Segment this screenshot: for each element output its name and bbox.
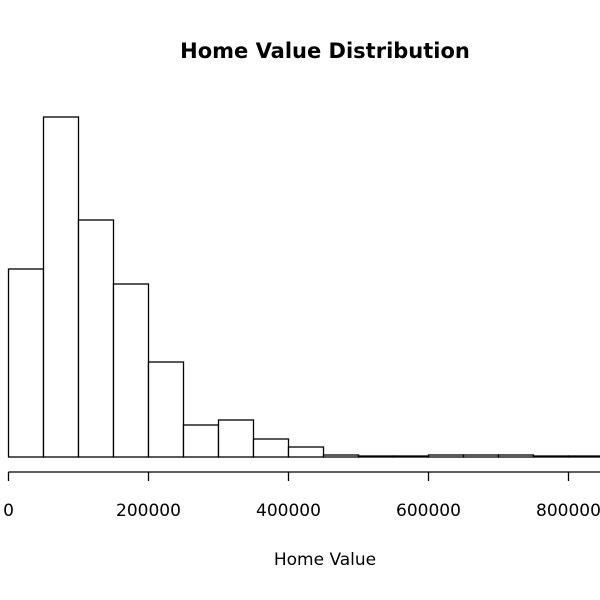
x-tick-label: 200000 xyxy=(116,501,181,521)
histogram-bar-7 xyxy=(252,438,290,458)
histogram-bar-0 xyxy=(7,268,45,458)
histogram-bars xyxy=(7,116,600,458)
x-tick-label: 400000 xyxy=(256,501,321,521)
histogram-bar-16 xyxy=(567,455,600,458)
histogram-bar-9 xyxy=(322,454,360,458)
histogram-bar-6 xyxy=(217,419,255,458)
histogram-bar-2 xyxy=(77,219,115,458)
histogram-bar-8 xyxy=(287,446,325,458)
histogram-bar-1 xyxy=(42,116,80,458)
x-tick-label: 0 xyxy=(3,501,14,521)
x-axis-label: Home Value xyxy=(274,550,376,570)
histogram-bar-5 xyxy=(182,424,220,458)
histogram-bar-4 xyxy=(147,361,185,458)
histogram-bar-12 xyxy=(427,454,465,458)
chart-title: Home Value Distribution xyxy=(180,39,470,63)
histogram-bar-3 xyxy=(112,283,150,458)
x-tick-label: 800000 xyxy=(536,501,600,521)
x-axis: 0 200000 400000 600000 800000 xyxy=(3,471,600,521)
histogram-bar-14 xyxy=(497,454,535,458)
histogram-bar-10 xyxy=(357,455,395,458)
x-tick-label: 600000 xyxy=(396,501,461,521)
histogram-bar-11 xyxy=(392,455,430,458)
histogram-bar-15 xyxy=(532,455,570,458)
histogram-bar-13 xyxy=(462,454,500,458)
